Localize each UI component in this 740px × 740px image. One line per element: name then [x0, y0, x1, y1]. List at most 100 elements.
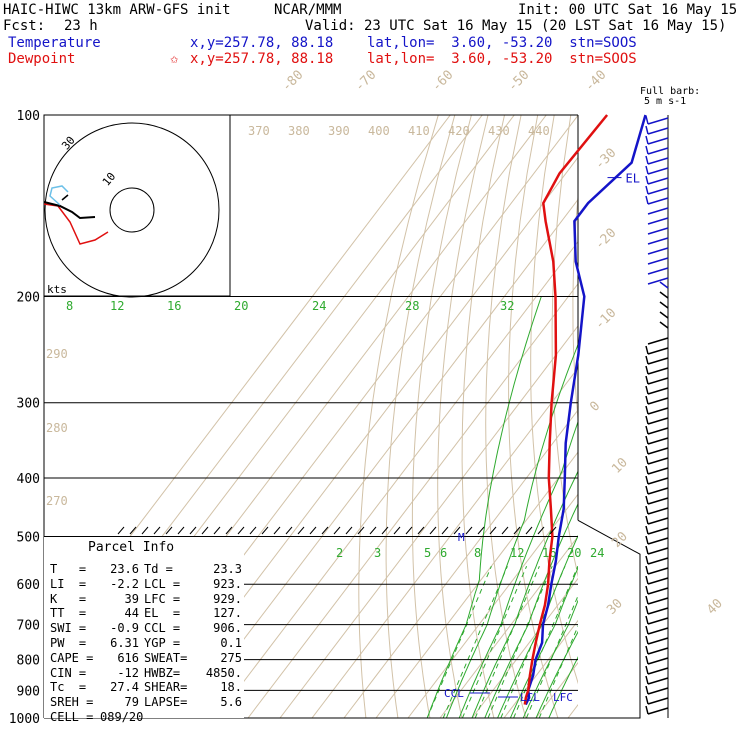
- mixing-ratio-lower-label: 5: [424, 546, 431, 560]
- isotherm-line: [215, 240, 578, 718]
- mixing-ratio-upper-label: 24: [312, 299, 326, 313]
- wind-barb-flag: [645, 355, 649, 365]
- mixing-ratio-lower-label: 8: [474, 546, 481, 560]
- dry-adiabat: [720, 115, 740, 718]
- model-title: HAIC-HIWC 13km ARW-GFS init: [3, 2, 231, 18]
- wind-barb: [647, 657, 669, 665]
- hatch-mark: [249, 526, 257, 535]
- parcel-value-left: 616: [117, 650, 139, 665]
- isotherm-label: 30: [604, 596, 626, 618]
- hatch-mark: [189, 526, 197, 535]
- wind-barb: [647, 707, 669, 715]
- hodograph: 10 30 kts: [43, 114, 231, 298]
- hodograph-trace-dark: [61, 194, 69, 201]
- wind-barb: [647, 537, 669, 545]
- parcel-label-left: SREH =: [50, 695, 94, 710]
- wind-barb: [647, 597, 669, 605]
- wind-barb: [647, 397, 669, 405]
- parcel-value-left: -12: [117, 665, 139, 680]
- wind-barb: [647, 367, 669, 375]
- theta-label: 370: [248, 124, 270, 138]
- wind-barb: [647, 457, 669, 465]
- dry-adiabat: [632, 115, 740, 718]
- wind-barb-flag: [645, 705, 649, 715]
- parcel-label-right: CCL =: [144, 621, 181, 636]
- wind-barb-flag: [645, 575, 649, 585]
- hatch-mark: [501, 526, 509, 535]
- wind-barb: [647, 227, 669, 235]
- theta-label: 420: [448, 124, 470, 138]
- wind-barb-flag: [645, 415, 649, 425]
- wind-barb: [647, 487, 669, 495]
- parcel-label-left: PW =: [50, 636, 87, 650]
- profile-temperature: [524, 114, 647, 706]
- wind-barb-flag: [645, 645, 649, 655]
- wind-barb: [647, 667, 669, 675]
- wind-barb-flag: [645, 465, 649, 475]
- legend-dewpoint-marker: ✩: [170, 51, 179, 67]
- moist-adiabat: [535, 630, 578, 718]
- hatch-mark: [381, 526, 389, 535]
- wind-barb-flag: [645, 535, 649, 545]
- hatch-mark: [321, 526, 329, 535]
- pressure-tick-label: 700: [17, 619, 40, 634]
- wind-barb: [647, 467, 669, 475]
- wind-barb: [647, 557, 669, 565]
- hatch-mark: [465, 526, 473, 535]
- wind-barb: [647, 207, 669, 215]
- wind-barb: [647, 577, 669, 585]
- wind-barb-flag: [645, 345, 649, 355]
- dry-adiabat: [508, 115, 559, 718]
- mixing-ratio-line: [538, 624, 578, 718]
- hatch-mark: [549, 526, 557, 535]
- theta-label: 410: [408, 124, 430, 138]
- parcel-label-left: CELL =: [50, 710, 94, 724]
- theta-label: 390: [328, 124, 350, 138]
- hatch-mark: [273, 526, 281, 535]
- theta-left-label: 290: [46, 347, 68, 361]
- wind-barb-flag: [645, 695, 649, 705]
- wind-barb-flag: [645, 625, 649, 635]
- isotherm-line: [471, 577, 578, 718]
- hodograph-ring-outer: [44, 122, 220, 298]
- wind-barb: [647, 377, 669, 385]
- mixing-ratio-upper-label: 12: [110, 299, 124, 313]
- hatch-mark: [405, 526, 413, 535]
- wind-barb-flag: [645, 125, 649, 135]
- theta-left-label: 270: [46, 494, 68, 508]
- wind-barb-flag: [645, 635, 649, 645]
- wind-barb-flag: [645, 145, 649, 155]
- parcel-value-right: 4850.: [205, 665, 242, 680]
- moist-adiabat: [484, 502, 578, 718]
- pressure-tick-label: 600: [17, 578, 40, 593]
- hodograph-units: kts: [47, 283, 67, 296]
- hatch-mark: [453, 526, 461, 535]
- parcel-label-left: CAPE =: [50, 650, 94, 665]
- parcel-value-left: 39: [124, 591, 139, 606]
- isotherm-line: [375, 451, 578, 718]
- hatch-mark: [417, 526, 425, 535]
- moist-adiabat: [497, 534, 578, 718]
- valid-time: Valid: 23 UTC Sat 16 May 15 (20 LST Sat …: [305, 18, 727, 34]
- dry-adiabat: [613, 115, 718, 718]
- wind-barb-flag: [645, 565, 649, 575]
- wind-barb: [647, 517, 669, 525]
- mixing-ratio-upper-label: 28: [405, 299, 419, 313]
- hatch-mark: [429, 526, 437, 535]
- wind-barb-flag: [645, 365, 649, 375]
- profile-dewpoint: [523, 114, 609, 705]
- barb-legend-line2: 5 m s-1: [644, 96, 687, 107]
- wind-barbs: [645, 115, 669, 718]
- wind-barb-flag: [645, 165, 649, 175]
- mixing-ratio-line: [513, 565, 578, 718]
- pressure-tick-label: 500: [17, 530, 40, 545]
- parcel-value-left: 79: [124, 695, 139, 710]
- wind-barb-flag: [645, 545, 649, 555]
- wind-barb-flag: [645, 475, 649, 485]
- hatch-mark: [477, 526, 485, 535]
- wind-barb: [647, 247, 669, 255]
- wind-barb: [647, 687, 669, 695]
- parcel-label-left: SWI =: [50, 621, 87, 636]
- isotherm-line: [407, 493, 578, 718]
- wind-barb: [647, 197, 669, 205]
